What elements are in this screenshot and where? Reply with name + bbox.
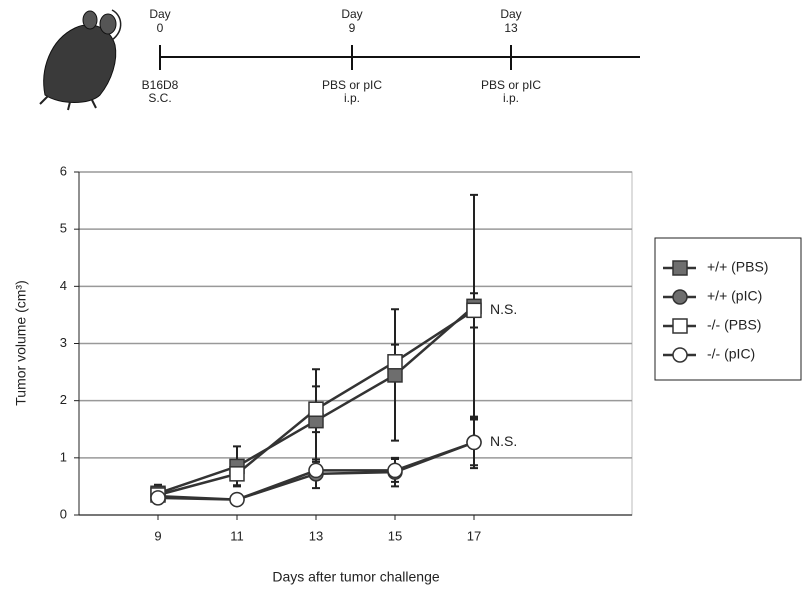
- legend-label: +/+ (pIC): [707, 288, 762, 304]
- day-label: Day: [341, 7, 362, 21]
- annotation: N.S.: [490, 301, 517, 317]
- y-tick-label: 1: [60, 449, 67, 464]
- marker: [466, 302, 482, 319]
- day-label: Day: [149, 7, 170, 21]
- legend: +/+ (PBS) +/+ (pIC) -/- (PBS) -/- (pIC): [654, 237, 802, 381]
- y-tick-label: 5: [60, 221, 67, 236]
- annotation: N.S.: [490, 433, 517, 449]
- marker: [672, 318, 688, 334]
- mouse-icon: [39, 9, 122, 111]
- legend-label: +/+ (PBS): [707, 259, 768, 275]
- marker: [387, 462, 403, 479]
- day-number: 9: [349, 21, 356, 35]
- y-tick-label: 3: [60, 335, 67, 350]
- marker: [229, 466, 245, 482]
- marker: [150, 490, 166, 506]
- x-tick-label: 17: [467, 528, 481, 543]
- day-number: 0: [157, 21, 164, 35]
- marker: [672, 347, 688, 363]
- x-tick-label: 11: [230, 528, 244, 543]
- y-tick-label: 2: [60, 392, 67, 407]
- x-tick-label: 13: [309, 528, 323, 543]
- event-label: PBS or pIC: [481, 78, 541, 92]
- y-axis-label: Tumor volume (cm³): [13, 280, 29, 406]
- day-label: Day: [500, 7, 521, 21]
- marker: [672, 289, 688, 305]
- day-number: 13: [504, 21, 518, 35]
- event-label: i.p.: [344, 91, 360, 105]
- y-tick-label: 6: [60, 163, 67, 178]
- x-tick-label: 9: [154, 528, 161, 543]
- marker: [229, 491, 245, 508]
- legend-label: -/- (PBS): [707, 317, 761, 333]
- x-tick-label: 15: [388, 528, 402, 543]
- event-label: i.p.: [503, 91, 519, 105]
- y-tick-label: 0: [60, 506, 67, 521]
- marker: [308, 401, 324, 417]
- marker: [387, 354, 403, 370]
- event-label: B16D8: [142, 78, 179, 92]
- marker: [672, 260, 688, 276]
- marker: [308, 462, 324, 479]
- event-label: S.C.: [148, 91, 171, 105]
- legend-label: -/- (pIC): [707, 346, 755, 362]
- y-tick-label: 4: [60, 278, 67, 293]
- marker: [387, 367, 403, 383]
- x-axis-label: Days after tumor challenge: [272, 569, 440, 585]
- marker: [466, 434, 482, 451]
- event-label: PBS or pIC: [322, 78, 382, 92]
